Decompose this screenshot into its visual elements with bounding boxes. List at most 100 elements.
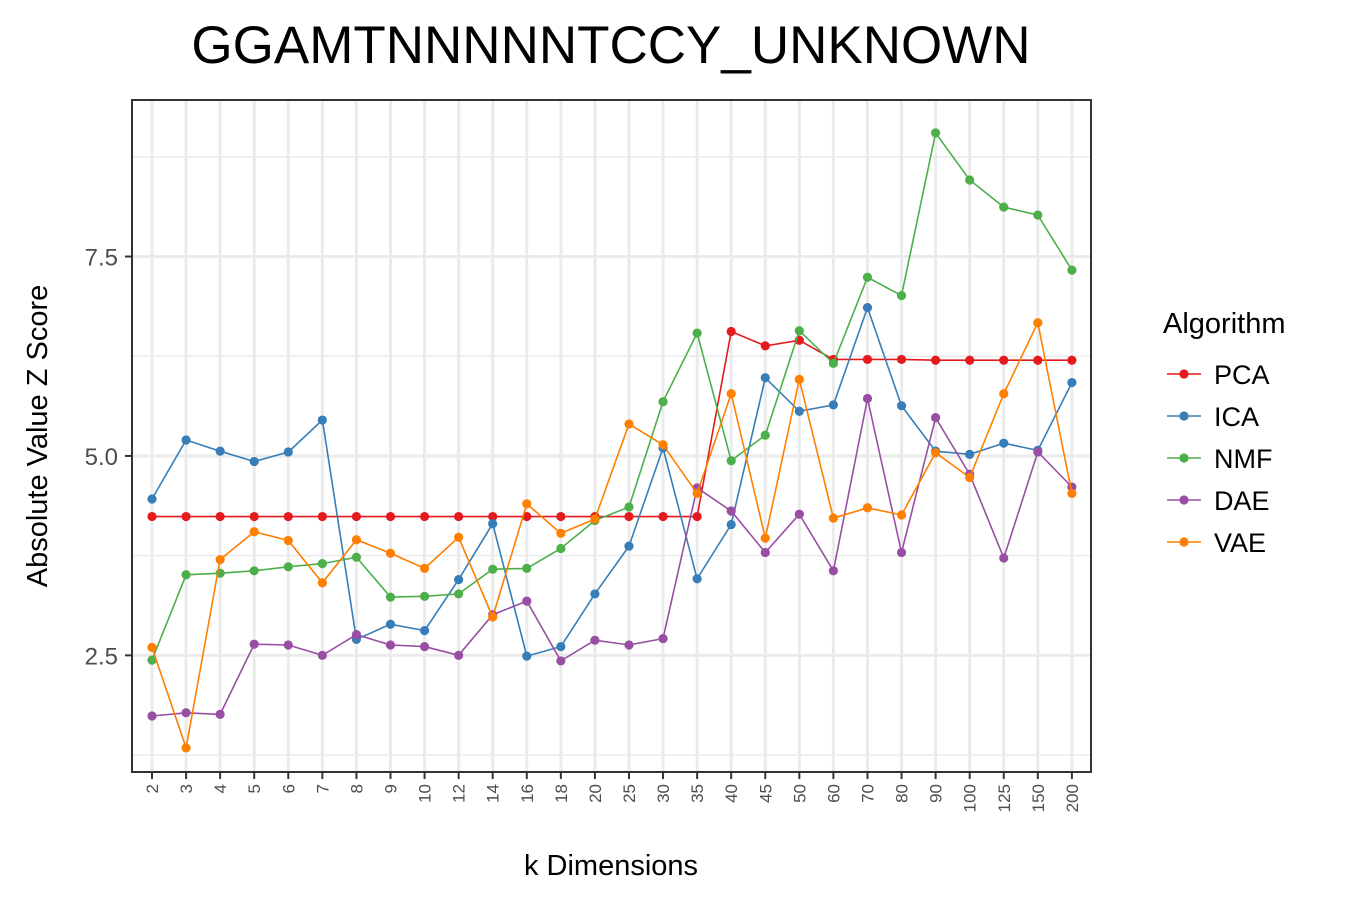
data-point-ica [896, 401, 907, 411]
x-tick-label: 6 [279, 784, 298, 793]
x-tick-label: 150 [1029, 784, 1048, 812]
data-point-pca [488, 511, 498, 522]
data-point-vae [1033, 318, 1043, 328]
data-point-dae [931, 413, 941, 423]
data-point-pca [147, 511, 157, 522]
data-point-dae [249, 639, 259, 649]
data-point-ica [215, 446, 225, 456]
data-point-vae [862, 503, 873, 513]
data-point-vae [488, 612, 498, 622]
data-point-dae [658, 633, 668, 644]
data-point-vae [283, 535, 293, 546]
data-point-ica [385, 619, 396, 629]
series-line-ica [151, 305, 1073, 658]
data-point-vae [385, 548, 396, 558]
x-tick-label: 100 [961, 784, 980, 812]
y-tick-label: 7.5 [85, 245, 118, 272]
data-point-dae [522, 596, 532, 606]
data-point-nmf [931, 128, 941, 138]
data-point-ica [590, 589, 600, 599]
legend-item-nmf: NMF [1167, 444, 1272, 474]
data-point-ica [1067, 377, 1077, 388]
data-point-ica [522, 651, 532, 661]
data-point-nmf [351, 552, 362, 562]
data-point-vae [556, 528, 566, 538]
x-tick-label: 10 [416, 784, 435, 803]
legend-title: Algorithm [1163, 308, 1286, 340]
data-point-ica [760, 373, 770, 383]
data-point-vae [794, 374, 804, 384]
x-tick-label: 18 [552, 784, 571, 803]
data-point-pca [692, 511, 702, 522]
data-point-vae [317, 578, 327, 588]
x-tick-label: 8 [347, 784, 366, 793]
chart-title: GGAMTNNNNNTCCY_UNKNOWN [191, 16, 1030, 75]
legend-marker-nmf [1179, 453, 1189, 463]
data-point-vae [624, 419, 634, 429]
data-point-nmf [692, 328, 702, 338]
data-point-vae [896, 510, 907, 520]
data-point-vae [147, 642, 157, 652]
data-point-dae [999, 553, 1009, 563]
legend-label-ica: ICA [1214, 402, 1259, 432]
legend-items: PCA ICA NMF DAE VAE [1167, 360, 1272, 558]
data-point-pca [454, 511, 464, 522]
x-tick-label: 9 [382, 784, 401, 793]
data-point-pca [999, 355, 1009, 365]
data-point-ica [624, 541, 634, 551]
x-tick-label: 30 [654, 784, 673, 803]
data-point-vae [351, 535, 362, 545]
data-point-dae [896, 547, 907, 558]
series-pca [147, 326, 1077, 522]
data-point-ica [726, 519, 736, 530]
data-point-pca [351, 511, 362, 522]
data-point-pca [965, 355, 975, 365]
data-point-dae [828, 566, 839, 576]
data-point-nmf [522, 563, 532, 574]
x-tick-label: 50 [790, 784, 809, 803]
x-tick-label: 25 [620, 784, 639, 803]
data-point-ica [862, 302, 873, 313]
legend-marker-dae [1179, 495, 1189, 505]
data-point-nmf [624, 502, 634, 512]
data-point-dae [454, 650, 464, 660]
data-point-nmf [1033, 210, 1043, 220]
x-tick-label: 14 [484, 784, 503, 803]
data-point-pca [419, 511, 430, 522]
data-point-nmf [249, 566, 259, 576]
x-tick-label: 7 [313, 784, 332, 793]
x-tick-label: 12 [450, 784, 469, 803]
data-point-ica [283, 447, 293, 457]
data-point-pca [862, 354, 873, 365]
data-point-vae [692, 488, 702, 499]
data-point-nmf [896, 291, 907, 301]
legend-item-ica: ICA [1167, 402, 1259, 432]
legend-label-pca: PCA [1214, 360, 1270, 390]
series-layer [147, 128, 1077, 753]
x-tick-label: 5 [245, 784, 264, 793]
data-point-nmf [556, 543, 566, 554]
data-point-ica [454, 574, 464, 585]
data-point-nmf [385, 592, 396, 602]
data-point-dae [385, 640, 396, 650]
data-point-dae [351, 630, 362, 640]
series-line-vae [151, 320, 1073, 752]
data-point-nmf [488, 564, 498, 574]
data-point-ica [147, 494, 157, 504]
data-point-dae [760, 547, 770, 558]
data-point-pca [1033, 355, 1043, 365]
x-tick-label: 4 [211, 784, 230, 793]
series-line-pca [152, 330, 1072, 518]
data-point-vae [249, 527, 259, 537]
data-point-nmf [147, 655, 157, 665]
data-point-ica [999, 438, 1009, 448]
data-point-dae [283, 640, 293, 650]
series-line-nmf [151, 130, 1073, 661]
data-point-ica [556, 641, 566, 652]
data-point-dae [624, 640, 634, 650]
data-point-pca [181, 511, 191, 522]
y-tick-label: 5.0 [85, 444, 118, 471]
data-point-nmf [317, 559, 327, 569]
